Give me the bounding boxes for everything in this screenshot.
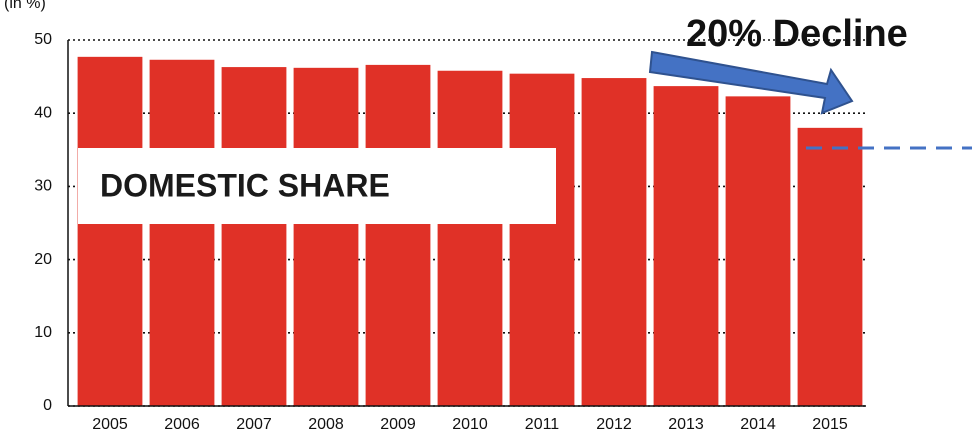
x-tick-label: 2010 (452, 416, 488, 433)
bar (149, 59, 215, 406)
x-tick-label: 2008 (308, 416, 344, 433)
bar (437, 70, 503, 406)
bar (797, 127, 863, 406)
x-tick-label: 2005 (92, 416, 128, 433)
label-box (78, 148, 556, 224)
x-tick-label: 2009 (380, 416, 416, 433)
bar (581, 78, 647, 407)
annotation: DOMESTIC SHARE (100, 167, 390, 203)
bar (293, 67, 359, 406)
bar (221, 67, 287, 407)
y-axis-label: (in %) (4, 0, 46, 12)
x-tick-label: 2013 (668, 416, 704, 433)
annotation: 20% Decline (686, 13, 908, 55)
y-tick-label: 30 (34, 178, 52, 195)
x-tick-label: 2007 (236, 416, 272, 433)
x-tick-label: 2011 (525, 416, 560, 433)
x-tick-label: 2006 (164, 416, 200, 433)
bar (77, 56, 143, 406)
y-tick-label: 40 (34, 104, 52, 121)
y-tick-label: 0 (43, 397, 52, 414)
y-tick-label: 50 (34, 31, 52, 48)
x-tick-label: 2015 (812, 416, 848, 433)
x-tick-label: 2014 (740, 416, 776, 433)
x-tick-label: 2012 (596, 416, 632, 433)
y-tick-label: 10 (34, 324, 52, 341)
arrow (648, 50, 854, 115)
bar (509, 73, 575, 406)
bar (365, 64, 431, 406)
y-tick-label: 20 (34, 251, 52, 268)
bar (653, 86, 719, 406)
bar (725, 96, 791, 406)
